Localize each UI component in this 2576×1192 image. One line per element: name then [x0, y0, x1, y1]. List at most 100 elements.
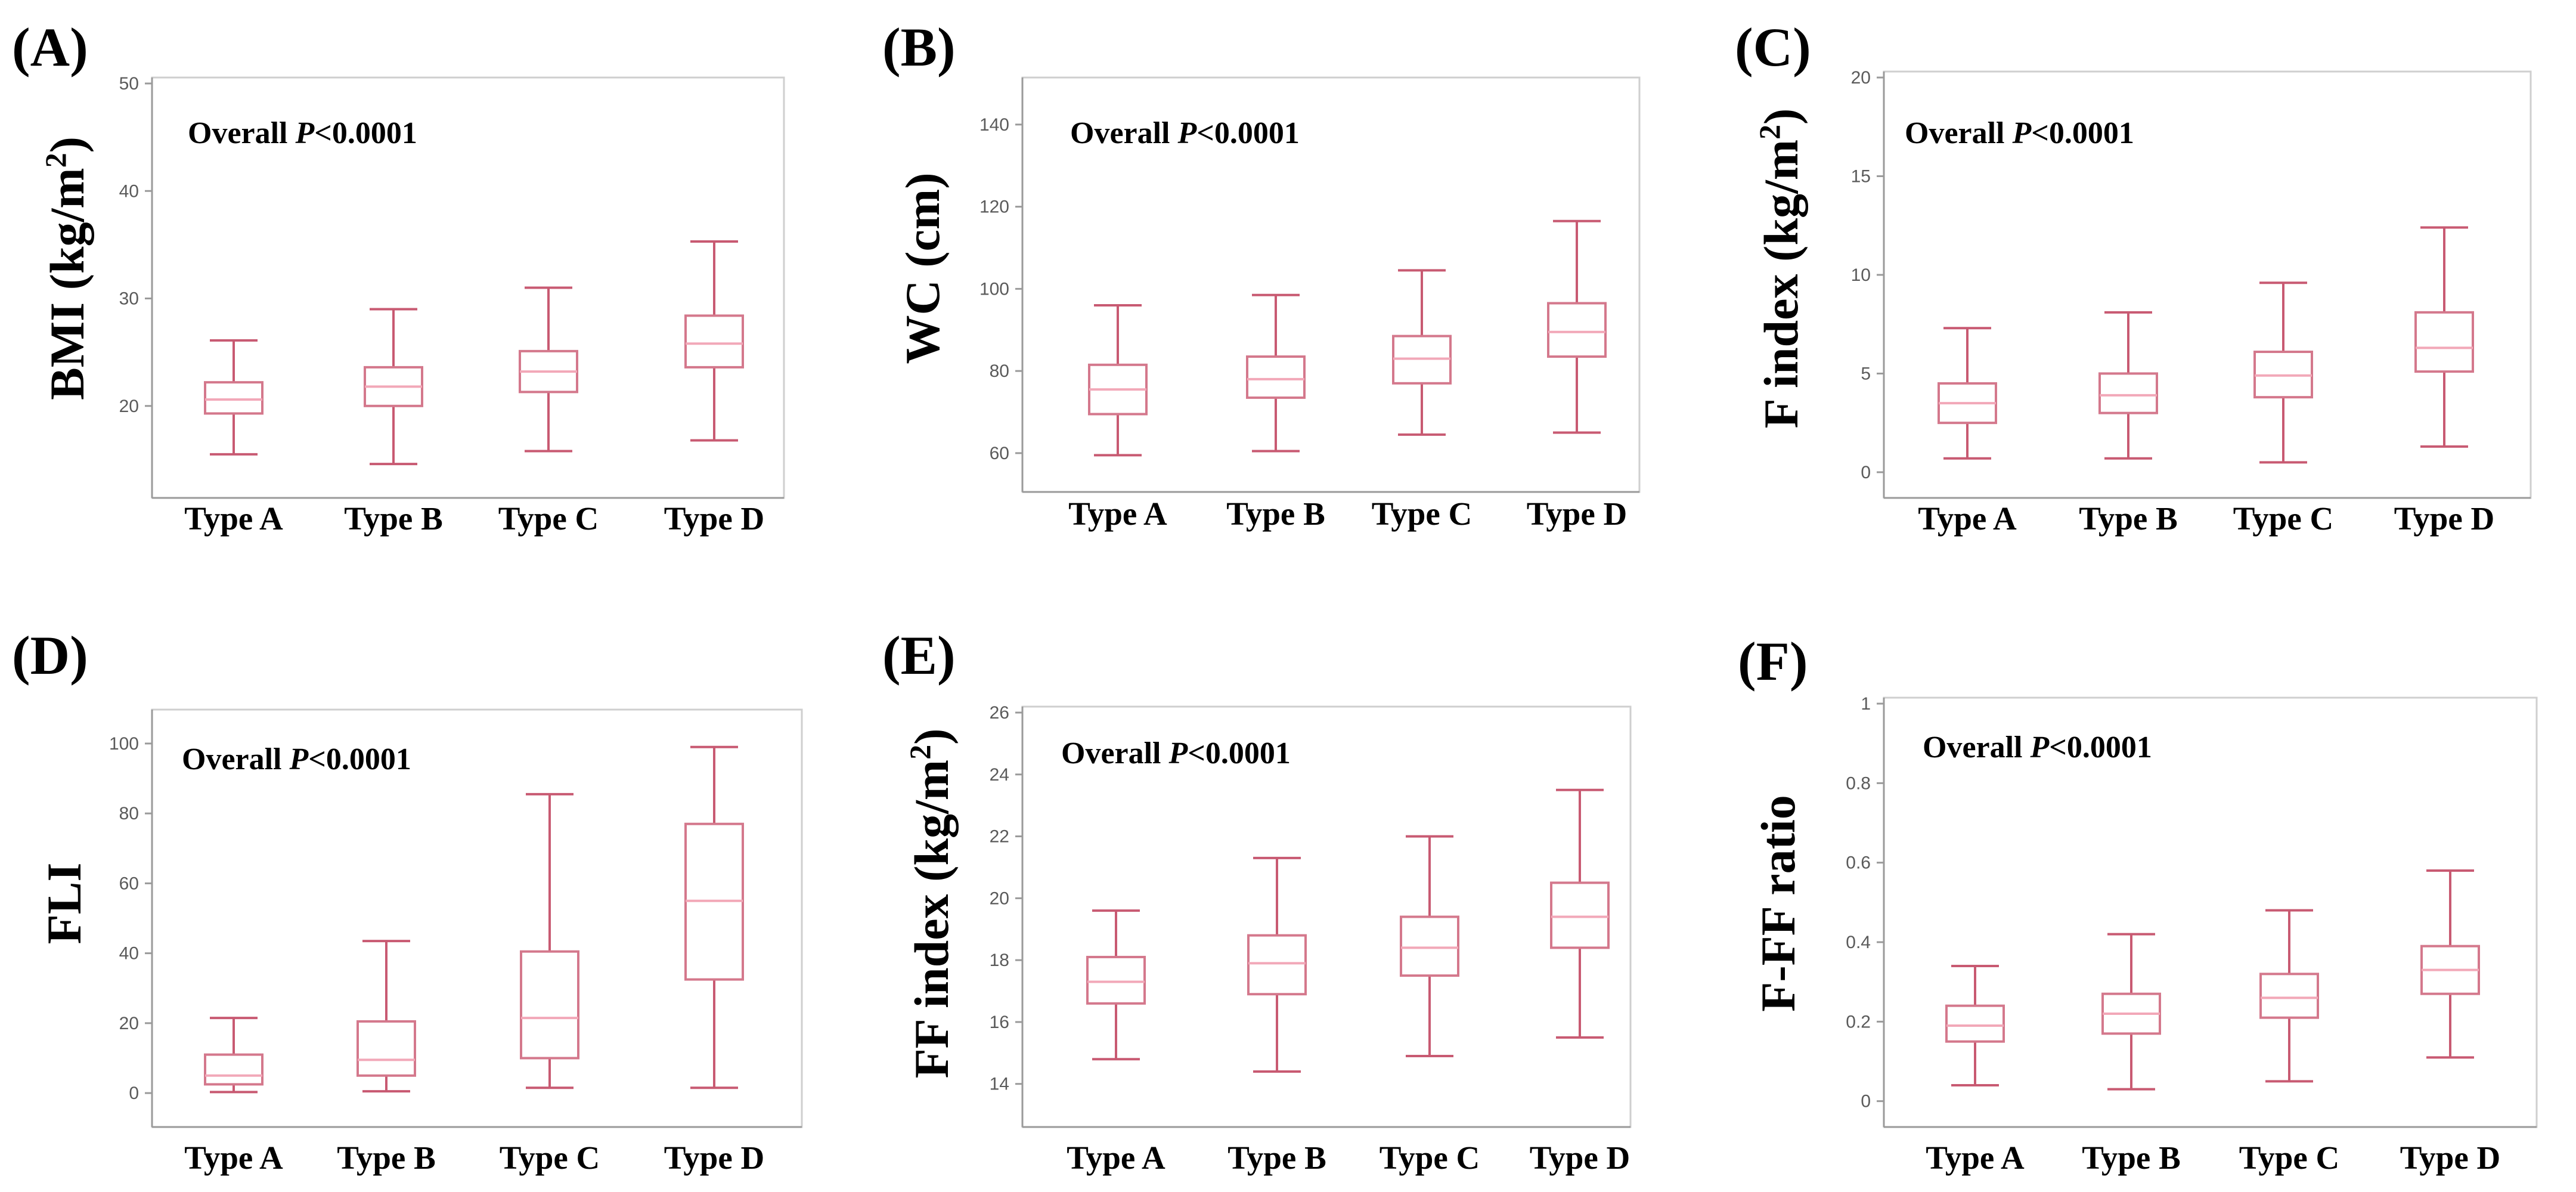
category-label: Type D — [2400, 1140, 2501, 1176]
category-label: Type A — [1067, 1140, 1165, 1176]
y-axis-label-superscript: 2 — [39, 153, 72, 168]
y-tick-label: 120 — [979, 197, 1009, 217]
iqr-box — [520, 950, 579, 1060]
category-label: Type C — [1380, 1140, 1480, 1176]
panel-letter: (B) — [882, 17, 956, 78]
category-label: Type D — [664, 500, 765, 537]
p-symbol: P — [2012, 116, 2032, 150]
y-axis-label: BMI (kg/m2) — [39, 137, 94, 400]
iqr-box — [2259, 973, 2319, 1019]
panel-letter: (E) — [882, 625, 956, 686]
box-group — [2253, 281, 2313, 464]
p-symbol: P — [1168, 736, 1189, 770]
box-group — [357, 940, 416, 1093]
panel-letter: (D) — [12, 625, 88, 686]
y-tick-label: 20 — [119, 397, 139, 416]
y-tick-label: 20 — [990, 888, 1009, 908]
y-axis-label-superscript: 2 — [903, 745, 937, 760]
plot-frame — [1883, 696, 2538, 1128]
y-tick-label: 30 — [119, 289, 139, 309]
y-tick-label: 0 — [129, 1083, 139, 1103]
p-symbol: P — [2030, 730, 2050, 764]
box-group — [364, 308, 423, 466]
box-group — [1550, 788, 1610, 1039]
y-axis-label: F-FF ratio — [1751, 795, 1805, 1012]
y-tick-label: 40 — [119, 944, 139, 964]
iqr-box — [2098, 372, 2158, 414]
box-group — [1086, 909, 1146, 1061]
box-group — [519, 286, 578, 453]
category-label: Type A — [1918, 500, 2017, 537]
box-group — [520, 792, 579, 1089]
category-label: Type B — [2082, 1140, 2181, 1176]
overall-p-annotation: Overall P<0.0001 — [1061, 736, 1291, 770]
box-group — [204, 1017, 264, 1094]
y-axis-label: FF index (kg/m2) — [903, 729, 959, 1079]
category-label: Type C — [498, 500, 599, 537]
p-value: <0.0001 — [2031, 116, 2134, 150]
y-tick-label: 0 — [1861, 1092, 1871, 1111]
y-axis-label-close: ) — [904, 729, 959, 745]
plot-frame — [151, 76, 785, 499]
y-axis-label-close: ) — [40, 137, 94, 153]
iqr-box — [1547, 302, 1607, 358]
y-tick-label: 0.2 — [1846, 1012, 1871, 1032]
y-axis-label: F index (kg/m2) — [1753, 109, 1808, 429]
category-label: Type B — [344, 500, 443, 537]
iqr-box — [1400, 915, 1459, 977]
y-tick-label: 100 — [979, 279, 1009, 299]
box-group — [2101, 933, 2161, 1091]
plot-frame — [151, 708, 803, 1128]
panel-letter: (F) — [1738, 631, 1808, 692]
y-tick-label: 80 — [119, 804, 139, 823]
overall-text: Overall — [182, 742, 290, 776]
y-tick-label: 22 — [990, 827, 1009, 847]
chart-panel: (A) BMI (kg/m2) 20 30 40 50 Overall P<0.0001 Ty… — [12, 17, 785, 537]
overall-p-annotation: Overall P<0.0001 — [1905, 116, 2134, 150]
category-label: Type B — [1227, 1140, 1326, 1176]
category-label: Type A — [1068, 496, 1167, 532]
category-label: Type A — [184, 1140, 283, 1176]
box-group — [2420, 869, 2480, 1059]
plot-frame — [1883, 70, 2532, 499]
overall-text: Overall — [1905, 116, 2013, 150]
y-tick-label: 50 — [119, 74, 139, 94]
y-tick-label: 60 — [119, 874, 139, 893]
p-symbol: P — [1177, 116, 1198, 150]
p-symbol: P — [289, 742, 309, 776]
category-label: Type B — [2079, 500, 2178, 537]
panel-letter: (A) — [12, 17, 88, 78]
y-tick-label: 18 — [990, 950, 1009, 970]
y-tick-label: 24 — [990, 765, 1009, 785]
overall-text: Overall — [1061, 736, 1169, 770]
iqr-box — [2414, 311, 2474, 373]
y-tick-label: 0.4 — [1846, 933, 1871, 952]
iqr-box — [204, 381, 264, 415]
y-tick-label: 16 — [990, 1013, 1009, 1032]
y-tick-label: 0 — [1861, 463, 1871, 482]
box-group — [1400, 835, 1459, 1058]
iqr-box — [1086, 955, 1146, 1005]
y-axis-label-text: BMI (kg/m — [40, 168, 94, 400]
panel-letter: (C) — [1735, 17, 1811, 78]
overall-p-annotation: Overall P<0.0001 — [1923, 730, 2152, 764]
category-label: Type C — [500, 1140, 600, 1176]
category-label: Type C — [1372, 496, 1473, 532]
y-tick-label: 10 — [1851, 265, 1871, 285]
category-label: Type D — [1527, 496, 1628, 532]
y-tick-label: 20 — [119, 1014, 139, 1033]
iqr-box — [204, 1053, 264, 1086]
p-symbol: P — [295, 116, 315, 150]
overall-p-annotation: Overall P<0.0001 — [1070, 116, 1300, 150]
y-axis-label-text: FLI — [37, 863, 91, 945]
y-tick-label: 1 — [1861, 694, 1871, 714]
category-label: Type D — [2394, 500, 2495, 537]
y-axis-label: FLI — [37, 863, 91, 945]
y-tick-label: 5 — [1861, 364, 1871, 383]
category-label: Type D — [1530, 1140, 1630, 1176]
y-tick-label: 60 — [990, 444, 1009, 463]
box-group — [1938, 327, 1997, 460]
category-label: Type C — [2239, 1140, 2340, 1176]
category-label: Type C — [2233, 500, 2334, 537]
overall-p-annotation: Overall P<0.0001 — [182, 742, 411, 776]
